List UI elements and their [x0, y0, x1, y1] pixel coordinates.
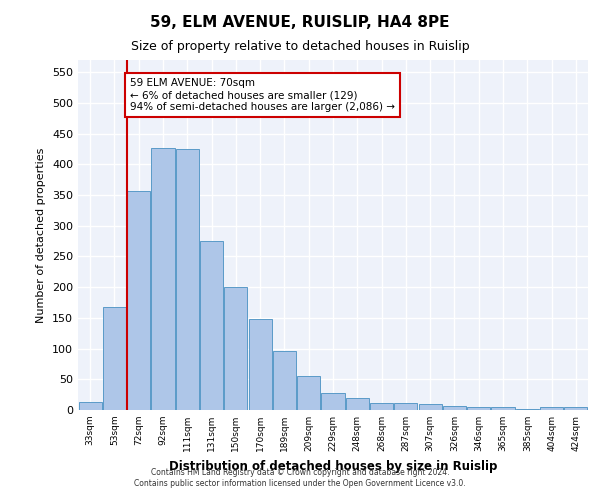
Bar — [224, 287, 247, 410]
Bar — [419, 404, 442, 410]
Bar — [322, 394, 344, 410]
Bar — [176, 149, 199, 410]
X-axis label: Distribution of detached houses by size in Ruislip: Distribution of detached houses by size … — [169, 460, 497, 472]
Text: Contains HM Land Registry data © Crown copyright and database right 2024.
Contai: Contains HM Land Registry data © Crown c… — [134, 468, 466, 487]
Bar — [103, 307, 126, 410]
Bar — [565, 407, 587, 410]
Bar — [370, 402, 393, 410]
Bar — [127, 191, 150, 410]
Bar — [540, 407, 563, 410]
Bar — [79, 402, 101, 410]
Bar — [151, 148, 175, 410]
Bar — [297, 376, 320, 410]
Bar — [248, 319, 272, 410]
Text: 59 ELM AVENUE: 70sqm
← 6% of detached houses are smaller (129)
94% of semi-detac: 59 ELM AVENUE: 70sqm ← 6% of detached ho… — [130, 78, 395, 112]
Bar — [200, 241, 223, 410]
Bar — [346, 398, 369, 410]
Bar — [273, 351, 296, 410]
Y-axis label: Number of detached properties: Number of detached properties — [37, 148, 46, 322]
Bar — [467, 407, 490, 410]
Bar — [443, 406, 466, 410]
Bar — [394, 402, 418, 410]
Text: 59, ELM AVENUE, RUISLIP, HA4 8PE: 59, ELM AVENUE, RUISLIP, HA4 8PE — [150, 15, 450, 30]
Text: Size of property relative to detached houses in Ruislip: Size of property relative to detached ho… — [131, 40, 469, 53]
Bar — [491, 407, 515, 410]
